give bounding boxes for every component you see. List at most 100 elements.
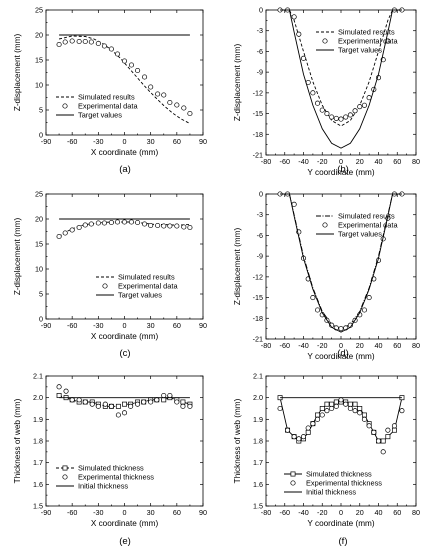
chart-panel-a: -90 -60 -30 0 30 60 90 0 5 10 15 20 25 X coordinate (… — [13, 6, 207, 176]
y-tick-label: 5 — [39, 106, 43, 115]
series-simulated-results — [280, 9, 402, 127]
y-tick-label: 15 — [35, 240, 43, 249]
x-tick-label: 30 — [147, 137, 155, 146]
legend-entry-label: Simulated results — [338, 212, 395, 221]
data-point-square — [115, 403, 121, 409]
data-point-circle — [324, 408, 330, 414]
x-tick-label: 20 — [356, 508, 364, 517]
data-point-circle — [333, 115, 339, 121]
x-tick-label: 40 — [375, 157, 383, 166]
data-point-circle — [167, 392, 173, 399]
data-point-circle — [310, 421, 316, 427]
legend-entry-label: Experimental data — [338, 37, 398, 46]
x-tick-label: 90 — [199, 137, 207, 146]
series-experimental-data — [56, 219, 193, 240]
x-tick-label: 60 — [393, 508, 401, 517]
data-point-circle — [128, 219, 135, 225]
data-point-circle — [361, 307, 367, 313]
data-point-circle — [319, 412, 325, 418]
x-tick-label: -80 — [261, 157, 271, 166]
x-tick-label: -30 — [93, 137, 103, 146]
legend-entry-label: Initial thickness — [306, 488, 356, 497]
data-point-square — [324, 401, 330, 407]
y-tick-label: -6 — [257, 47, 263, 56]
data-point-circle — [371, 429, 377, 435]
data-point-circle — [108, 403, 114, 409]
y-tick-label: -6 — [257, 231, 263, 240]
data-point-circle — [391, 423, 397, 429]
data-point-circle — [69, 38, 75, 44]
y-axis-label: Thickness of web (mm) — [13, 398, 22, 483]
x-axis-label: Y coordinate (mm) — [307, 352, 374, 361]
data-point-circle — [56, 384, 62, 390]
x-tick-label: 60 — [173, 137, 181, 146]
y-tick-label: -18 — [253, 314, 263, 323]
series-target-values — [280, 193, 402, 333]
legend-entry-label: Initial thickness — [78, 482, 128, 491]
data-point-circle — [135, 67, 141, 74]
data-point-circle — [343, 114, 349, 120]
x-tick-label: 80 — [412, 508, 420, 517]
data-point-circle — [347, 112, 353, 118]
x-tick-label: -60 — [280, 341, 290, 350]
legend-entry-label: Experimental thickness — [78, 473, 154, 482]
data-point-circle — [338, 397, 344, 403]
series-experimental-data — [277, 7, 405, 122]
panel-label: (e) — [119, 536, 131, 547]
y-tick-label: -9 — [257, 68, 263, 77]
y-tick-label: 2.1 — [253, 372, 263, 381]
x-tick-label: 60 — [173, 321, 181, 330]
data-point-circle — [142, 221, 148, 227]
x-axis-label: Y coordinate (mm) — [307, 168, 374, 177]
x-tick-label: -90 — [41, 137, 51, 146]
y-tick-label: 25 — [35, 6, 43, 15]
chart-panel-b: -80 -60 -40 -20 0 20 40 60 80 -21 -18 -15 -12 -9 -6 -3 0… — [233, 6, 420, 178]
data-point-circle — [154, 397, 160, 403]
data-point-circle — [167, 99, 173, 106]
x-tick-label: -40 — [298, 157, 308, 166]
y-tick-label: -21 — [253, 151, 263, 160]
data-point-circle — [310, 295, 316, 301]
data-point-circle — [69, 397, 75, 403]
legend-entry-label: Simulated thickness — [306, 470, 372, 479]
chart-panel-f: -80 -60 -40 -20 0 20 40 60 80 1.5 1.6 1.7 1.8 1.9 2.0 2… — [233, 372, 420, 548]
data-point-circle — [121, 58, 128, 64]
data-point-circle — [300, 55, 307, 61]
panel-label: (d) — [337, 348, 349, 359]
data-point-circle — [56, 41, 62, 48]
data-point-circle — [291, 14, 297, 20]
chart-panel-c: -90 -60 -30 0 30 60 90 0 5 10 15 20 25 X coordinate (… — [13, 190, 207, 360]
legend-entry-label: Experimental data — [78, 102, 138, 111]
x-axis-label: X coordinate (mm) — [91, 332, 159, 341]
data-point-circle — [108, 219, 114, 226]
x-tick-label: 60 — [393, 157, 401, 166]
x-tick-label: -60 — [67, 321, 77, 330]
legend-swatch-marker — [62, 103, 68, 109]
y-axis-label: Z-displacement (mm) — [233, 44, 242, 122]
y-axis-label: Z-displacement (mm) — [13, 218, 22, 296]
data-point-circle — [114, 219, 121, 225]
legend-swatch-marker — [62, 465, 68, 471]
data-point-circle — [329, 405, 335, 412]
x-axis-label: X coordinate (mm) — [91, 148, 159, 157]
data-point-circle — [76, 38, 82, 45]
y-tick-label: -15 — [253, 109, 263, 118]
legend-swatch-marker — [322, 222, 328, 228]
data-point-circle — [155, 222, 161, 229]
x-tick-label: 0 — [339, 157, 343, 166]
series-line — [280, 193, 402, 333]
data-point-circle — [148, 399, 154, 405]
data-point-circle — [329, 114, 335, 120]
data-point-circle — [142, 74, 148, 80]
data-point-circle — [161, 92, 167, 98]
x-tick-label: 0 — [339, 341, 343, 350]
data-point-circle — [315, 100, 321, 106]
data-point-circle — [174, 102, 180, 108]
data-point-circle — [108, 46, 114, 52]
data-point-circle — [82, 38, 88, 45]
legend-entry-label: Experimental data — [118, 282, 178, 291]
